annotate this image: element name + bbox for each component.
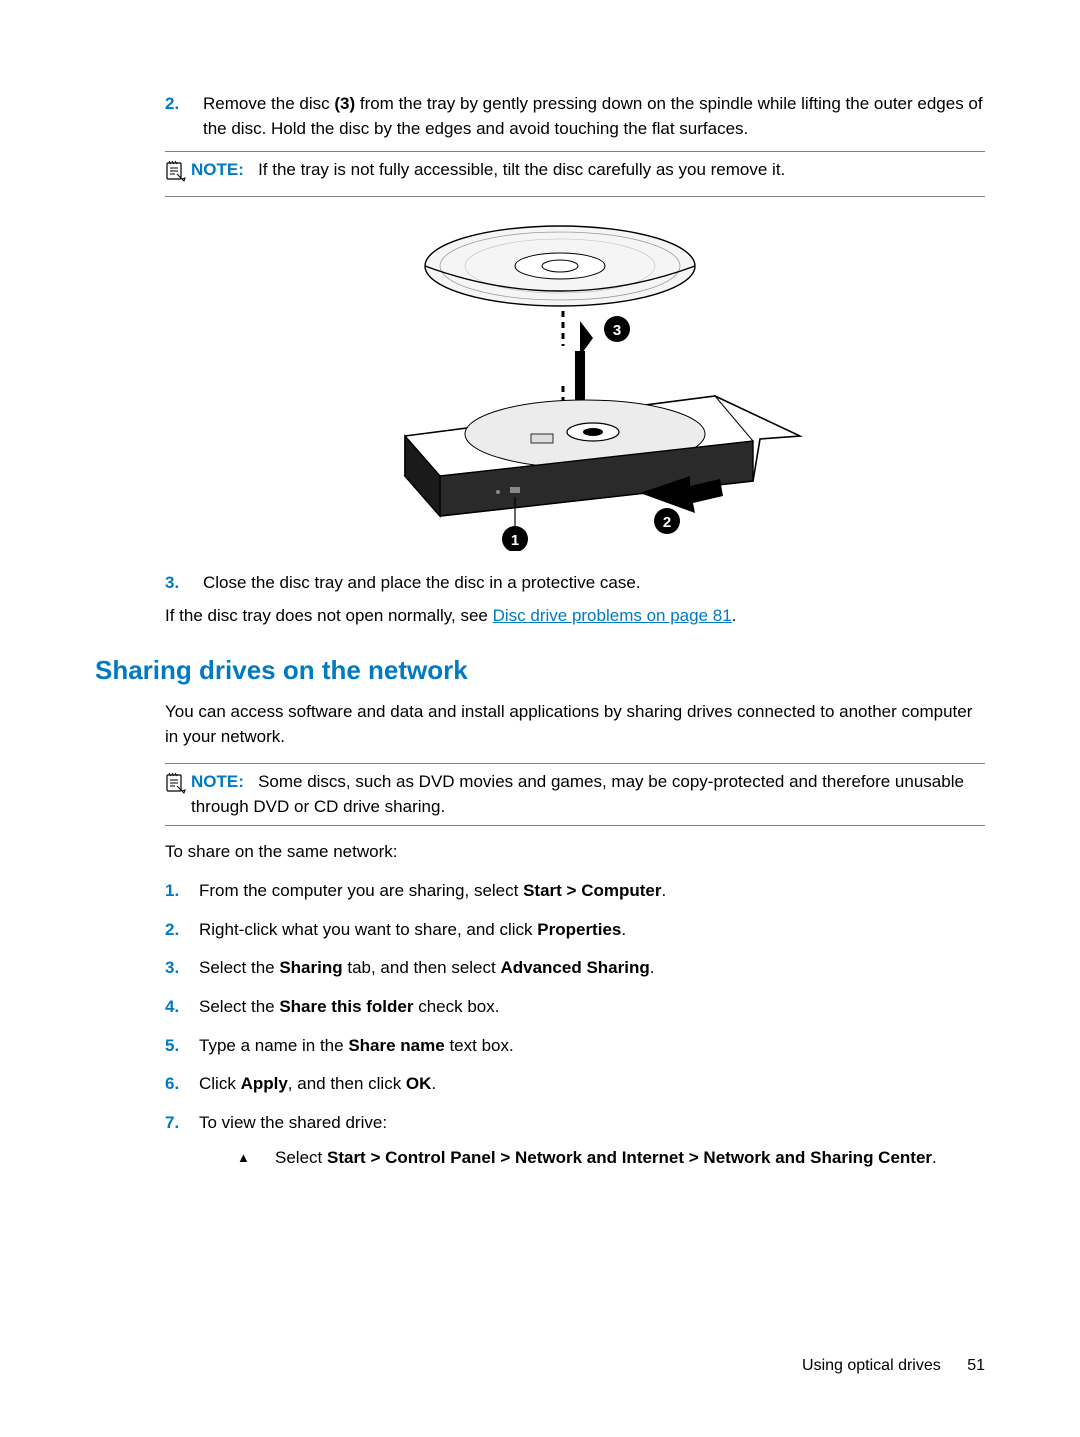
- share-step-5: 5. Type a name in the Share name text bo…: [165, 1034, 985, 1059]
- share-step-1: 1. From the computer you are sharing, se…: [165, 879, 985, 904]
- note-block: NOTE: Some discs, such as DVD movies and…: [165, 763, 985, 826]
- share-step-3: 3. Select the Sharing tab, and then sele…: [165, 956, 985, 981]
- note-body: NOTE: Some discs, such as DVD movies and…: [191, 770, 985, 819]
- footer-section: Using optical drives: [802, 1357, 941, 1374]
- share-step-7: 7. To view the shared drive: ▲ Select St…: [165, 1111, 985, 1170]
- step-number: 3.: [165, 571, 203, 596]
- step-text: Close the disc tray and place the disc i…: [203, 571, 985, 596]
- step-2: 2. Remove the disc (3) from the tray by …: [165, 92, 985, 141]
- page-footer: Using optical drives 51: [802, 1354, 985, 1377]
- sub-list: ▲ Select Start > Control Panel > Network…: [237, 1146, 985, 1171]
- note-icon: [165, 770, 191, 819]
- optical-drive-figure: 3 2 1: [165, 211, 985, 551]
- svg-text:3: 3: [613, 322, 621, 339]
- note-text: If the tray is not fully accessible, til…: [258, 160, 785, 179]
- triangle-marker-icon: ▲: [237, 1146, 275, 1171]
- svg-text:1: 1: [511, 532, 519, 549]
- share-step-2: 2. Right-click what you want to share, a…: [165, 918, 985, 943]
- note-label: NOTE:: [191, 772, 244, 791]
- share-steps: 1. From the computer you are sharing, se…: [165, 879, 985, 1170]
- note-text: Some discs, such as DVD movies and games…: [191, 772, 964, 816]
- note-icon: [165, 158, 191, 190]
- sub-step: ▲ Select Start > Control Panel > Network…: [237, 1146, 985, 1171]
- svg-text:2: 2: [663, 514, 671, 531]
- share-step-4: 4. Select the Share this folder check bo…: [165, 995, 985, 1020]
- page-content: 2. Remove the disc (3) from the tray by …: [95, 92, 985, 1170]
- step-number: 2.: [165, 92, 203, 141]
- lead-paragraph: To share on the same network:: [165, 840, 985, 865]
- step-3: 3. Close the disc tray and place the dis…: [165, 571, 985, 596]
- section-heading: Sharing drives on the network: [95, 652, 985, 690]
- note-block: NOTE: If the tray is not fully accessibl…: [165, 151, 985, 197]
- share-step-6: 6. Click Apply, and then click OK.: [165, 1072, 985, 1097]
- step-text: Remove the disc (3) from the tray by gen…: [203, 92, 985, 141]
- disc-drive-problems-link[interactable]: Disc drive problems on page 81: [493, 606, 732, 625]
- note-label: NOTE:: [191, 160, 244, 179]
- intro-paragraph: You can access software and data and ins…: [165, 700, 985, 749]
- page-number: 51: [967, 1357, 985, 1374]
- note-body: NOTE: If the tray is not fully accessibl…: [191, 158, 985, 190]
- post-step-paragraph: If the disc tray does not open normally,…: [165, 604, 985, 629]
